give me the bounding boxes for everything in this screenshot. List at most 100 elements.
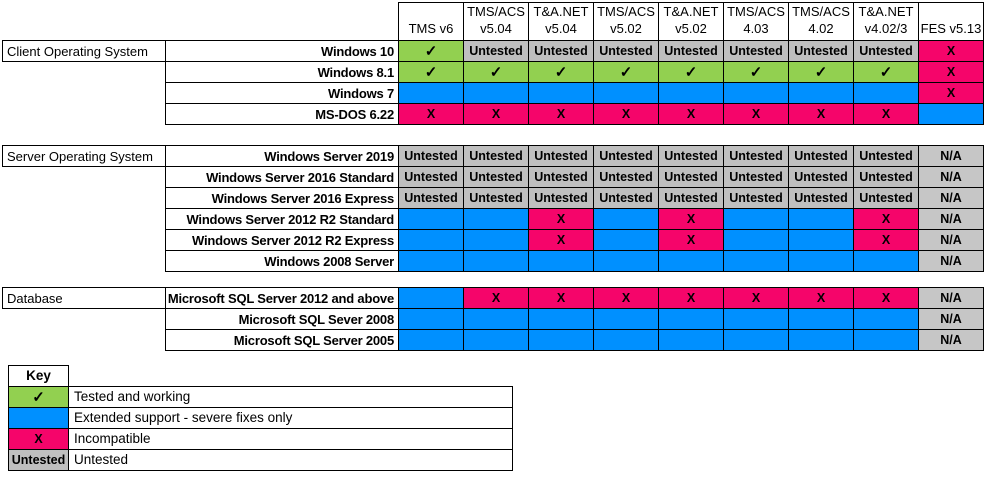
row-label: Microsoft SQL Server 2005 xyxy=(165,329,399,351)
matrix-cell-incompatible: X xyxy=(658,208,724,230)
matrix-cell-incompatible: X xyxy=(788,287,854,309)
matrix-cell-incompatible: X xyxy=(658,287,724,309)
matrix-cell-extended xyxy=(528,308,594,330)
matrix-cell-untested: Untested xyxy=(723,187,789,209)
matrix-cell-extended xyxy=(593,250,659,272)
matrix-cell-na: N/A xyxy=(918,329,984,351)
key-swatch-tested: ✓ xyxy=(8,386,69,408)
matrix-cell-untested: Untested xyxy=(853,166,919,188)
matrix-cell-untested: Untested xyxy=(463,187,529,209)
column-header-line2: 4.02 xyxy=(808,21,834,36)
matrix-cell-tested: ✓ xyxy=(593,61,659,83)
matrix-cell-tested: ✓ xyxy=(463,61,529,83)
column-header-line2: v5.02 xyxy=(610,21,642,36)
matrix-cell-incompatible: X xyxy=(853,208,919,230)
matrix-cell-extended xyxy=(593,82,659,104)
matrix-cell-untested: Untested xyxy=(853,187,919,209)
matrix-cell-extended xyxy=(853,82,919,104)
matrix-cell-untested: Untested xyxy=(528,187,594,209)
matrix-cell-untested: Untested xyxy=(658,145,724,167)
matrix-cell-extended xyxy=(593,208,659,230)
column-header-line1: TMS/ACS xyxy=(597,4,655,19)
matrix-cell-incompatible: X xyxy=(918,61,984,83)
matrix-cell-extended xyxy=(593,229,659,251)
matrix-cell-incompatible: X xyxy=(853,103,919,125)
section-label: Database xyxy=(2,287,166,309)
matrix-cell-incompatible: X xyxy=(593,287,659,309)
matrix-cell-incompatible: X xyxy=(528,103,594,125)
matrix-cell-untested: Untested xyxy=(528,40,594,62)
key-entry-label: Untested xyxy=(68,449,513,471)
row-label: Windows Server 2012 R2 Standard xyxy=(165,208,399,230)
matrix-cell-untested: Untested xyxy=(463,166,529,188)
matrix-cell-untested: Untested xyxy=(463,40,529,62)
matrix-cell-untested: Untested xyxy=(593,187,659,209)
column-header: TMS/ACS 4.02 xyxy=(788,2,854,41)
matrix-cell-extended xyxy=(788,208,854,230)
column-header-line1: TMS/ACS xyxy=(727,4,785,19)
matrix-cell-incompatible: X xyxy=(398,103,464,125)
column-header-line1: TMS/ACS xyxy=(792,4,850,19)
matrix-cell-untested: Untested xyxy=(788,40,854,62)
column-header: TMS/ACS v5.02 xyxy=(593,2,659,41)
row-label: Windows Server 2016 Standard xyxy=(165,166,399,188)
matrix-cell-incompatible: X xyxy=(658,229,724,251)
key-swatch-untested: Untested xyxy=(8,449,69,471)
row-label: Windows Server 2016 Express xyxy=(165,187,399,209)
matrix-cell-extended xyxy=(788,82,854,104)
column-header: TMS v6 xyxy=(398,2,464,41)
section-label: Server Operating System xyxy=(2,145,166,167)
matrix-cell-extended xyxy=(593,308,659,330)
matrix-cell-incompatible: X xyxy=(528,208,594,230)
section-label: Client Operating System xyxy=(2,40,166,62)
matrix-cell-untested: Untested xyxy=(398,166,464,188)
key-entry-label: Extended support - severe fixes only xyxy=(68,407,513,429)
matrix-cell-untested: Untested xyxy=(398,187,464,209)
matrix-cell-extended xyxy=(398,208,464,230)
matrix-cell-extended xyxy=(528,82,594,104)
row-label: Windows Server 2012 R2 Express xyxy=(165,229,399,251)
row-label: MS-DOS 6.22 xyxy=(165,103,399,125)
matrix-cell-extended xyxy=(463,250,529,272)
matrix-cell-untested: Untested xyxy=(723,40,789,62)
matrix-cell-extended xyxy=(723,308,789,330)
matrix-cell-extended xyxy=(528,250,594,272)
matrix-cell-extended xyxy=(398,82,464,104)
matrix-cell-extended xyxy=(723,250,789,272)
matrix-cell-incompatible: X xyxy=(463,287,529,309)
matrix-cell-extended xyxy=(398,287,464,309)
column-header: TMS/ACS 4.03 xyxy=(723,2,789,41)
matrix-cell-na: N/A xyxy=(918,287,984,309)
matrix-cell-untested: Untested xyxy=(658,166,724,188)
matrix-cell-extended xyxy=(463,229,529,251)
matrix-cell-incompatible: X xyxy=(463,103,529,125)
matrix-cell-tested: ✓ xyxy=(398,40,464,62)
matrix-cell-extended xyxy=(788,229,854,251)
matrix-cell-untested: Untested xyxy=(723,166,789,188)
matrix-cell-extended xyxy=(398,229,464,251)
matrix-cell-extended xyxy=(853,250,919,272)
matrix-cell-extended xyxy=(658,329,724,351)
matrix-cell-incompatible: X xyxy=(788,103,854,125)
matrix-cell-tested: ✓ xyxy=(853,61,919,83)
matrix-cell-extended xyxy=(723,208,789,230)
matrix-cell-tested: ✓ xyxy=(723,61,789,83)
column-header: FES v5.13 xyxy=(918,2,984,41)
matrix-cell-untested: Untested xyxy=(853,145,919,167)
matrix-cell-untested: Untested xyxy=(528,145,594,167)
matrix-cell-extended xyxy=(398,308,464,330)
matrix-cell-na: N/A xyxy=(918,208,984,230)
matrix-cell-untested: Untested xyxy=(788,145,854,167)
row-label: Windows 8.1 xyxy=(165,61,399,83)
matrix-cell-tested: ✓ xyxy=(528,61,594,83)
matrix-cell-untested: Untested xyxy=(463,145,529,167)
matrix-cell-untested: Untested xyxy=(788,187,854,209)
matrix-cell-extended xyxy=(398,329,464,351)
key-swatch-incompatible: X xyxy=(8,428,69,450)
column-header-line2: TMS v6 xyxy=(408,21,454,36)
column-header: T&A.NET v4.02/3 xyxy=(853,2,919,41)
row-label: Windows 10 xyxy=(165,40,399,62)
matrix-cell-untested: Untested xyxy=(528,166,594,188)
matrix-cell-extended xyxy=(398,250,464,272)
row-label: Windows Server 2019 xyxy=(165,145,399,167)
